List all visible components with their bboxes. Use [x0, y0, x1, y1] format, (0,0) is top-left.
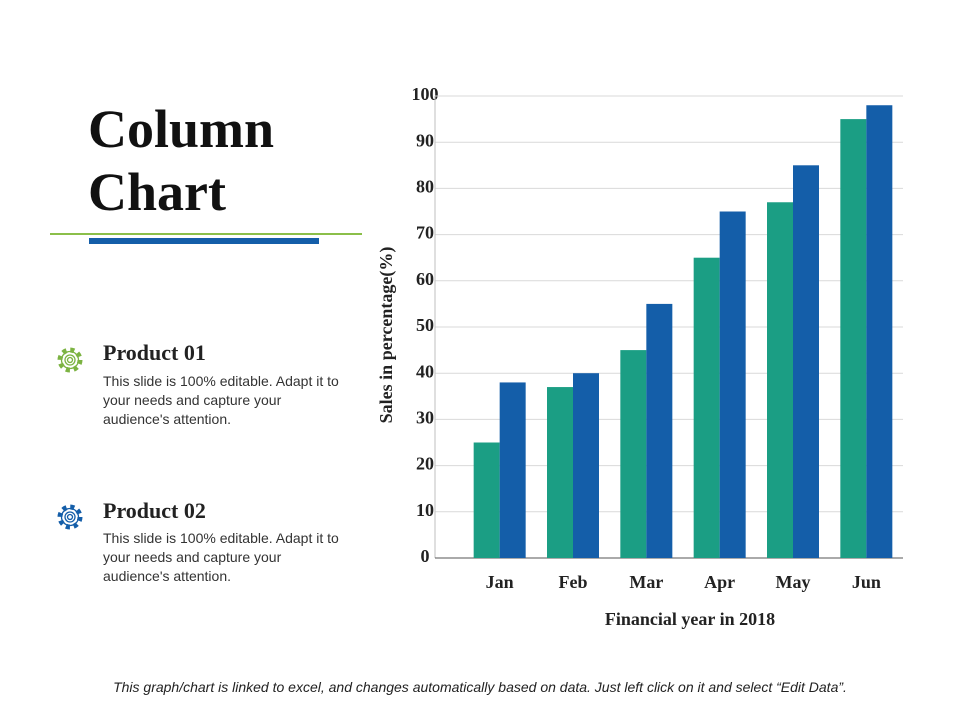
- x-tick-label: Mar: [629, 572, 663, 592]
- bar: [840, 119, 867, 558]
- legend-entry: Product 01: [103, 340, 206, 365]
- legend-description: This slide is 100% editable. Adapt it to…: [103, 530, 339, 584]
- y-tick-label: 70: [416, 223, 434, 243]
- y-tick-label: 100: [412, 84, 439, 104]
- bar: [473, 442, 500, 558]
- bar: [547, 387, 573, 558]
- bar: [620, 350, 647, 558]
- y-tick-label: 50: [416, 315, 434, 335]
- y-tick-label: 90: [416, 130, 434, 150]
- bar: [573, 373, 599, 558]
- y-tick-label: 20: [416, 454, 434, 474]
- x-axis-label: Financial year in 2018: [605, 609, 775, 629]
- x-tick-label: Jan: [486, 572, 514, 592]
- y-tick-label: 0: [421, 546, 430, 566]
- y-tick-label: 80: [416, 177, 434, 197]
- x-tick-label: May: [776, 572, 811, 592]
- bar: [793, 165, 819, 559]
- x-tick-label: Feb: [559, 572, 588, 592]
- slide-title: Column Chart: [88, 99, 275, 222]
- legend-description: This slide is 100% editable. Adapt it to…: [103, 373, 339, 427]
- legend-entry: Product 02: [103, 498, 206, 523]
- divider-bar: [89, 238, 319, 244]
- gear-icon: [57, 504, 83, 530]
- y-tick-label: 10: [416, 500, 434, 520]
- y-tick-label: 40: [416, 361, 434, 381]
- x-tick-label: Apr: [704, 572, 735, 592]
- y-tick-label: 30: [416, 408, 434, 428]
- x-tick-label: Jun: [852, 572, 881, 592]
- bar: [719, 211, 746, 558]
- bar: [646, 303, 673, 558]
- y-tick-label: 60: [416, 269, 434, 289]
- footer-note: This graph/chart is linked to excel, and…: [113, 679, 847, 695]
- bar: [693, 257, 720, 558]
- bar: [767, 202, 793, 558]
- gear-icon: [57, 347, 83, 373]
- y-axis-label: Sales in percentage(%): [376, 247, 397, 424]
- bar: [866, 105, 893, 559]
- bar: [499, 382, 526, 558]
